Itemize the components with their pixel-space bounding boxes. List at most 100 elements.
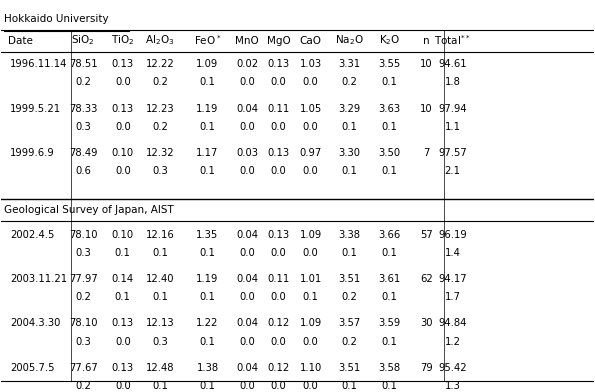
Text: 0.0: 0.0 bbox=[239, 77, 255, 87]
Text: Na$_2$O: Na$_2$O bbox=[335, 34, 364, 47]
Text: 62: 62 bbox=[420, 274, 433, 284]
Text: 1.4: 1.4 bbox=[444, 248, 461, 258]
Text: 0.04: 0.04 bbox=[236, 230, 258, 240]
Text: 0.10: 0.10 bbox=[112, 230, 134, 240]
Text: 0.3: 0.3 bbox=[75, 248, 91, 258]
Text: 0.1: 0.1 bbox=[381, 292, 397, 302]
Text: Total$^{**}$: Total$^{**}$ bbox=[434, 34, 471, 47]
Text: 1.19: 1.19 bbox=[196, 103, 219, 114]
Text: 0.1: 0.1 bbox=[342, 122, 358, 132]
Text: 0.13: 0.13 bbox=[112, 103, 134, 114]
Text: 0.0: 0.0 bbox=[115, 166, 131, 176]
Text: MnO: MnO bbox=[235, 36, 259, 45]
Text: 0.0: 0.0 bbox=[303, 166, 318, 176]
Text: 12.40: 12.40 bbox=[146, 274, 174, 284]
Text: 0.0: 0.0 bbox=[239, 337, 255, 347]
Text: 0.2: 0.2 bbox=[342, 77, 358, 87]
Text: 0.0: 0.0 bbox=[303, 337, 318, 347]
Text: 0.1: 0.1 bbox=[381, 381, 397, 391]
Text: 0.1: 0.1 bbox=[115, 248, 131, 258]
Text: 0.6: 0.6 bbox=[75, 166, 91, 176]
Text: 0.2: 0.2 bbox=[75, 381, 91, 391]
Text: 78.51: 78.51 bbox=[69, 59, 98, 69]
Text: 3.50: 3.50 bbox=[378, 148, 400, 158]
Text: 0.1: 0.1 bbox=[303, 292, 318, 302]
Text: 12.22: 12.22 bbox=[146, 59, 174, 69]
Text: 78.33: 78.33 bbox=[69, 103, 98, 114]
Text: 7: 7 bbox=[424, 148, 430, 158]
Text: 1.1: 1.1 bbox=[444, 122, 461, 132]
Text: 0.13: 0.13 bbox=[112, 318, 134, 328]
Text: 2004.3.30: 2004.3.30 bbox=[10, 318, 61, 328]
Text: 0.1: 0.1 bbox=[152, 292, 168, 302]
Text: 94.84: 94.84 bbox=[439, 318, 467, 328]
Text: 0.3: 0.3 bbox=[152, 337, 168, 347]
Text: 1.35: 1.35 bbox=[196, 230, 218, 240]
Text: 0.0: 0.0 bbox=[271, 292, 286, 302]
Text: 3.38: 3.38 bbox=[339, 230, 361, 240]
Text: 3.30: 3.30 bbox=[339, 148, 361, 158]
Text: 0.0: 0.0 bbox=[271, 77, 286, 87]
Text: 0.0: 0.0 bbox=[271, 381, 286, 391]
Text: 0.1: 0.1 bbox=[199, 122, 215, 132]
Text: 3.29: 3.29 bbox=[339, 103, 361, 114]
Text: 0.2: 0.2 bbox=[342, 337, 358, 347]
Text: 0.04: 0.04 bbox=[236, 318, 258, 328]
Text: 0.0: 0.0 bbox=[303, 122, 318, 132]
Text: 0.1: 0.1 bbox=[199, 381, 215, 391]
Text: 77.97: 77.97 bbox=[69, 274, 98, 284]
Text: Al$_2$O$_3$: Al$_2$O$_3$ bbox=[145, 34, 175, 47]
Text: 0.1: 0.1 bbox=[152, 248, 168, 258]
Text: 0.2: 0.2 bbox=[75, 77, 91, 87]
Text: 3.58: 3.58 bbox=[378, 363, 400, 373]
Text: 78.10: 78.10 bbox=[69, 230, 98, 240]
Text: 0.12: 0.12 bbox=[267, 363, 290, 373]
Text: 1.09: 1.09 bbox=[299, 318, 322, 328]
Text: 1.3: 1.3 bbox=[444, 381, 461, 391]
Text: 0.2: 0.2 bbox=[152, 77, 168, 87]
Text: 12.32: 12.32 bbox=[146, 148, 174, 158]
Text: 12.23: 12.23 bbox=[146, 103, 174, 114]
Text: 12.13: 12.13 bbox=[146, 318, 174, 328]
Text: 1.09: 1.09 bbox=[299, 230, 322, 240]
Text: 3.31: 3.31 bbox=[339, 59, 361, 69]
Text: 2003.11.21: 2003.11.21 bbox=[10, 274, 67, 284]
Text: 0.0: 0.0 bbox=[239, 166, 255, 176]
Text: 1.7: 1.7 bbox=[444, 292, 461, 302]
Text: 1999.6.9: 1999.6.9 bbox=[10, 148, 55, 158]
Text: 2002.4.5: 2002.4.5 bbox=[10, 230, 55, 240]
Text: SiO$_2$: SiO$_2$ bbox=[71, 34, 95, 47]
Text: 0.04: 0.04 bbox=[236, 103, 258, 114]
Text: 0.0: 0.0 bbox=[239, 292, 255, 302]
Text: 3.63: 3.63 bbox=[378, 103, 400, 114]
Text: 57: 57 bbox=[420, 230, 433, 240]
Text: 0.1: 0.1 bbox=[342, 166, 358, 176]
Text: 0.0: 0.0 bbox=[303, 248, 318, 258]
Text: 0.1: 0.1 bbox=[381, 77, 397, 87]
Text: 95.42: 95.42 bbox=[439, 363, 467, 373]
Text: 12.48: 12.48 bbox=[146, 363, 174, 373]
Text: 3.66: 3.66 bbox=[378, 230, 400, 240]
Text: MgO: MgO bbox=[267, 36, 290, 45]
Text: FeO$^*$: FeO$^*$ bbox=[194, 34, 221, 47]
Text: 12.16: 12.16 bbox=[146, 230, 174, 240]
Text: 0.1: 0.1 bbox=[381, 337, 397, 347]
Text: 94.61: 94.61 bbox=[439, 59, 467, 69]
Text: K$_2$O: K$_2$O bbox=[378, 34, 400, 47]
Text: 0.0: 0.0 bbox=[271, 122, 286, 132]
Text: 3.61: 3.61 bbox=[378, 274, 400, 284]
Text: 0.97: 0.97 bbox=[299, 148, 322, 158]
Text: 0.13: 0.13 bbox=[112, 59, 134, 69]
Text: 1.01: 1.01 bbox=[299, 274, 322, 284]
Text: 1.8: 1.8 bbox=[444, 77, 461, 87]
Text: 0.0: 0.0 bbox=[303, 77, 318, 87]
Text: 0.0: 0.0 bbox=[239, 381, 255, 391]
Text: TiO$_2$: TiO$_2$ bbox=[111, 34, 134, 47]
Text: 78.49: 78.49 bbox=[69, 148, 98, 158]
Text: 30: 30 bbox=[420, 318, 433, 328]
Text: 94.17: 94.17 bbox=[439, 274, 467, 284]
Text: 3.59: 3.59 bbox=[378, 318, 400, 328]
Text: 0.04: 0.04 bbox=[236, 274, 258, 284]
Text: 0.13: 0.13 bbox=[112, 363, 134, 373]
Text: 0.1: 0.1 bbox=[199, 292, 215, 302]
